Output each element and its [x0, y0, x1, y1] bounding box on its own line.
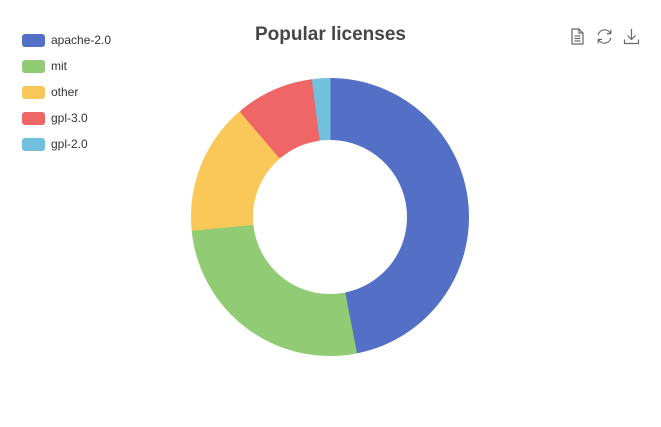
- legend-swatch: [22, 85, 45, 99]
- download-button[interactable]: [622, 27, 641, 46]
- download-icon: [623, 29, 640, 45]
- legend-item-other[interactable]: other: [22, 79, 111, 105]
- legend-label: apache-2.0: [51, 33, 112, 47]
- donut-slice-gpl-2-0[interactable]: [311, 78, 331, 141]
- chart-title: Popular licenses: [254, 24, 406, 45]
- legend-item-mit[interactable]: mit: [22, 53, 111, 79]
- legend-swatch: [22, 59, 45, 73]
- data-view-button[interactable]: [568, 27, 587, 46]
- legend-label: mit: [51, 59, 67, 73]
- donut-slice-apache-2-0[interactable]: [329, 78, 469, 354]
- legend-label: gpl-3.0: [51, 111, 88, 125]
- data-view-icon: [571, 28, 584, 45]
- donut-slice-other[interactable]: [191, 111, 280, 231]
- legend-item-gpl-3-0[interactable]: gpl-3.0: [22, 105, 111, 131]
- toolbox: [568, 27, 641, 46]
- donut-slice-mit[interactable]: [191, 224, 357, 356]
- legend-swatch: [22, 111, 45, 125]
- legend-label: other: [51, 85, 79, 99]
- refresh-button[interactable]: [595, 27, 614, 46]
- legend: apache-2.0 mit other gpl-3.0 gpl-2.0: [22, 27, 111, 157]
- legend-item-apache-2-0[interactable]: apache-2.0: [22, 27, 111, 53]
- legend-swatch: [22, 33, 45, 47]
- legend-label: gpl-2.0: [51, 137, 88, 151]
- donut-slice-gpl-3-0[interactable]: [240, 79, 321, 158]
- legend-item-gpl-2-0[interactable]: gpl-2.0: [22, 131, 111, 157]
- legend-swatch: [22, 137, 45, 151]
- refresh-icon: [597, 29, 612, 44]
